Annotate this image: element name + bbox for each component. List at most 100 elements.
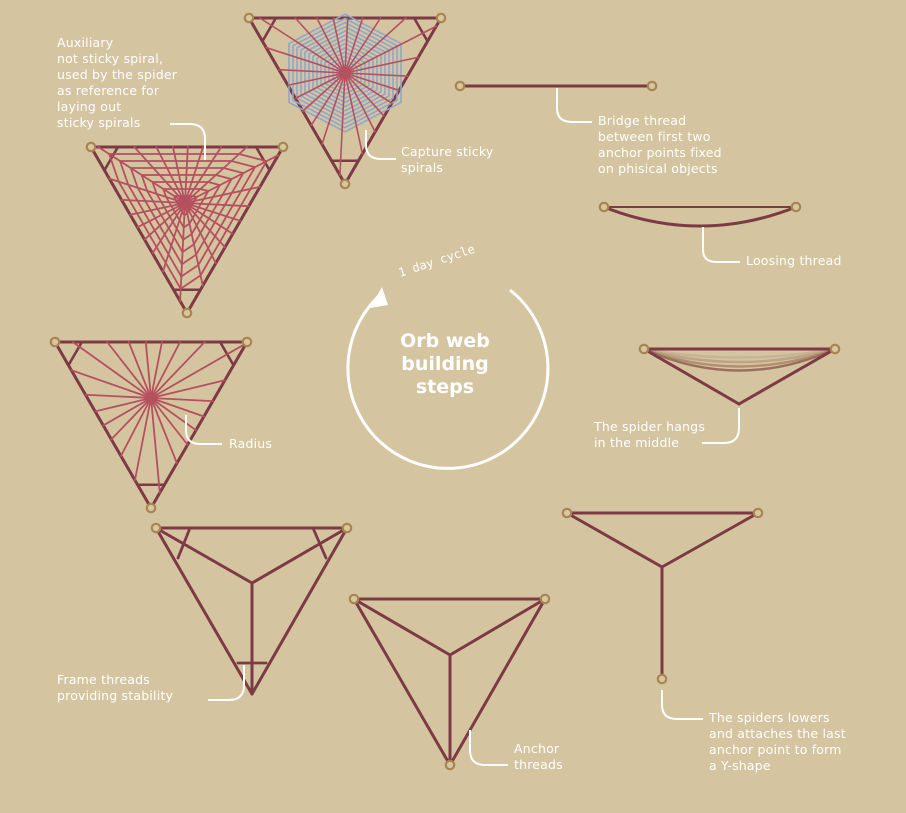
anchor-point-icon xyxy=(348,593,360,605)
radius-thread xyxy=(316,17,346,74)
radius-thread xyxy=(344,72,385,118)
radius-thread xyxy=(184,146,204,204)
radius-thread xyxy=(184,202,226,249)
anchor-point-icon xyxy=(790,201,802,213)
radius-thread xyxy=(184,146,189,204)
radius-thread xyxy=(184,146,223,204)
step-radius-web xyxy=(49,336,253,514)
radius-thread xyxy=(129,202,186,216)
leader-bridge xyxy=(556,88,592,123)
sag-thread xyxy=(643,347,836,359)
anchor-thread xyxy=(154,526,254,585)
label-y-shape: The spiders lowers and attaches the last… xyxy=(709,710,846,773)
label-hangs: The spider hangs in the middle xyxy=(594,419,706,450)
radius-thread xyxy=(184,185,261,204)
radius-thread xyxy=(339,72,346,176)
radius-thread xyxy=(265,46,346,74)
radius-thread xyxy=(321,72,346,146)
step-capture-web xyxy=(243,12,447,190)
radius-thread xyxy=(102,397,152,427)
radius-thread xyxy=(144,341,152,399)
radius-thread xyxy=(134,397,152,482)
anchor-point-icon xyxy=(435,12,447,24)
radius-thread xyxy=(184,202,217,265)
radius-thread xyxy=(150,341,163,399)
radius-thread xyxy=(344,72,376,133)
corner-brace xyxy=(67,340,84,367)
radius-thread xyxy=(151,202,186,255)
leader-loosing xyxy=(702,227,740,263)
radius-thread xyxy=(310,72,346,127)
cycle-label-text: 1 day cycle xyxy=(397,242,477,280)
leader-hangs xyxy=(702,408,740,444)
sag-thread xyxy=(643,347,836,372)
radius-thread xyxy=(120,198,186,204)
anchor-point-icon xyxy=(752,507,764,519)
anchor-point-icon xyxy=(561,507,573,519)
cycle-arc xyxy=(346,288,550,470)
radius-thread xyxy=(133,146,186,204)
leader-anchor xyxy=(469,730,508,766)
radius-thread xyxy=(344,72,364,155)
anchor-point-icon xyxy=(339,178,351,190)
radius-thread xyxy=(108,177,186,204)
anchor-thread xyxy=(448,597,547,657)
radius-thread xyxy=(344,17,364,74)
hang-thread xyxy=(642,347,741,406)
frame-triangle xyxy=(154,526,349,696)
radius-thread xyxy=(332,17,346,74)
radius-thread xyxy=(344,17,407,74)
radius-thread xyxy=(294,17,346,74)
hang-thread xyxy=(737,347,837,406)
radius-thread xyxy=(344,25,438,74)
radius-thread xyxy=(150,342,248,399)
frame-triangle xyxy=(53,340,249,510)
step-loosing-web xyxy=(598,201,802,228)
center-title: Orb web building steps xyxy=(400,330,490,398)
cycle-circle xyxy=(346,287,550,470)
leader-capture xyxy=(365,130,396,160)
radius-thread xyxy=(179,202,186,302)
anchor-point-icon xyxy=(646,80,658,92)
radius-thread xyxy=(106,341,152,399)
radius-thread xyxy=(184,202,242,222)
anchor-point-icon xyxy=(454,80,466,92)
radius-thread xyxy=(184,202,250,208)
hub-icon xyxy=(180,198,190,208)
anchor-point-icon xyxy=(656,673,668,685)
radius-thread xyxy=(110,397,152,441)
loose-thread xyxy=(603,205,797,228)
corner-brace xyxy=(261,16,278,43)
anchor-point-icon xyxy=(539,593,551,605)
radius-thread xyxy=(172,146,186,204)
anchor-point-icon xyxy=(243,12,255,24)
sag-thread xyxy=(643,347,836,364)
leader-lines xyxy=(170,88,740,766)
anchor-point-icon xyxy=(49,336,61,348)
anchor-thread xyxy=(352,597,452,657)
radius-thread xyxy=(278,68,346,74)
radius-thread xyxy=(184,146,248,204)
radius-thread xyxy=(184,202,234,235)
radius-thread xyxy=(71,341,152,399)
radius-thread xyxy=(344,17,349,74)
step-y-shape-web xyxy=(561,507,764,685)
radius-thread xyxy=(97,146,186,204)
radius-thread xyxy=(150,397,197,432)
label-loosing: Loosing thread xyxy=(746,253,842,268)
radius-thread xyxy=(344,72,393,104)
radius-thread xyxy=(84,393,152,399)
anchor-point-icon xyxy=(150,522,162,534)
radius-thread xyxy=(150,397,205,418)
leader-auxiliary xyxy=(170,123,206,160)
radius-thread xyxy=(70,369,152,399)
anchor-point-icon xyxy=(85,141,97,153)
anchor-point-icon xyxy=(598,201,610,213)
radius-thread xyxy=(150,397,214,402)
leader-radius xyxy=(185,415,222,445)
radius-thread xyxy=(150,397,178,465)
radius-thread xyxy=(294,72,346,100)
radius-thread xyxy=(344,72,409,77)
radius-thread xyxy=(287,72,346,87)
